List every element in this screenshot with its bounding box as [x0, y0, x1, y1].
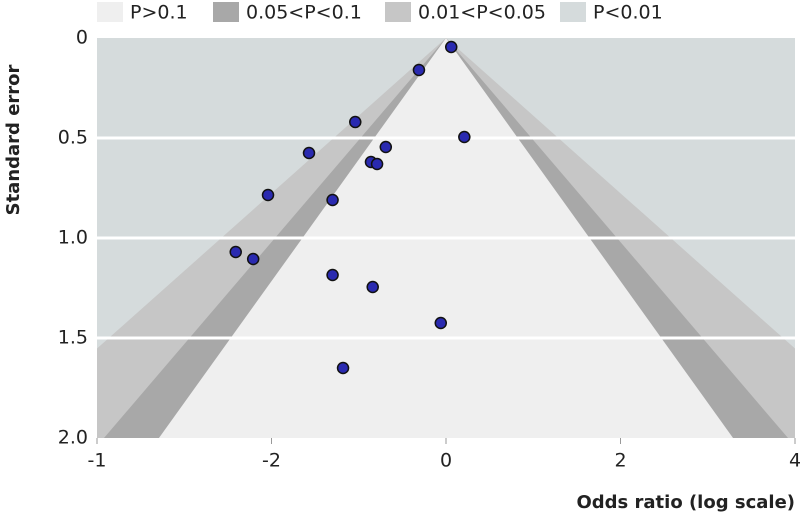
- data-point: [370, 157, 384, 171]
- data-point: [434, 316, 448, 330]
- data-point: [444, 40, 458, 54]
- data-point: [326, 193, 339, 207]
- data-point: [336, 361, 350, 375]
- data-point: [366, 280, 379, 294]
- data-point: [379, 140, 393, 154]
- legend-swatch: [97, 2, 123, 22]
- legend-swatch: [385, 2, 411, 22]
- x-tick-label: 4: [789, 450, 800, 472]
- legend-label: P>0.1: [130, 2, 188, 24]
- y-tick-label: 1.5: [58, 327, 88, 349]
- y-tick-label: 2.0: [58, 427, 88, 449]
- x-tick-label: -1: [88, 450, 107, 472]
- data-point: [246, 252, 260, 266]
- x-axis-label: Odds ratio (log scale): [576, 492, 795, 513]
- data-point: [261, 188, 275, 202]
- y-tick-label: 1.0: [58, 227, 88, 249]
- data-point: [412, 63, 426, 77]
- data-point: [302, 146, 316, 160]
- legend-label: 0.05<P<0.1: [246, 2, 362, 24]
- x-tick-label: 0: [440, 450, 452, 472]
- legend-swatch: [213, 2, 239, 22]
- legend-swatch: [560, 2, 586, 22]
- x-tick-label: -2: [262, 450, 281, 472]
- data-point: [458, 130, 471, 144]
- data-point: [326, 268, 339, 282]
- legend-label: P<0.01: [593, 2, 663, 24]
- x-tick-label: 2: [614, 450, 626, 472]
- legend-label: 0.01<P<0.05: [418, 2, 546, 24]
- data-point: [229, 245, 242, 259]
- data-point: [349, 115, 362, 129]
- y-axis-label: Standard error: [3, 64, 24, 215]
- y-tick-label: 0.5: [58, 127, 88, 149]
- y-tick-label: 0: [76, 27, 88, 49]
